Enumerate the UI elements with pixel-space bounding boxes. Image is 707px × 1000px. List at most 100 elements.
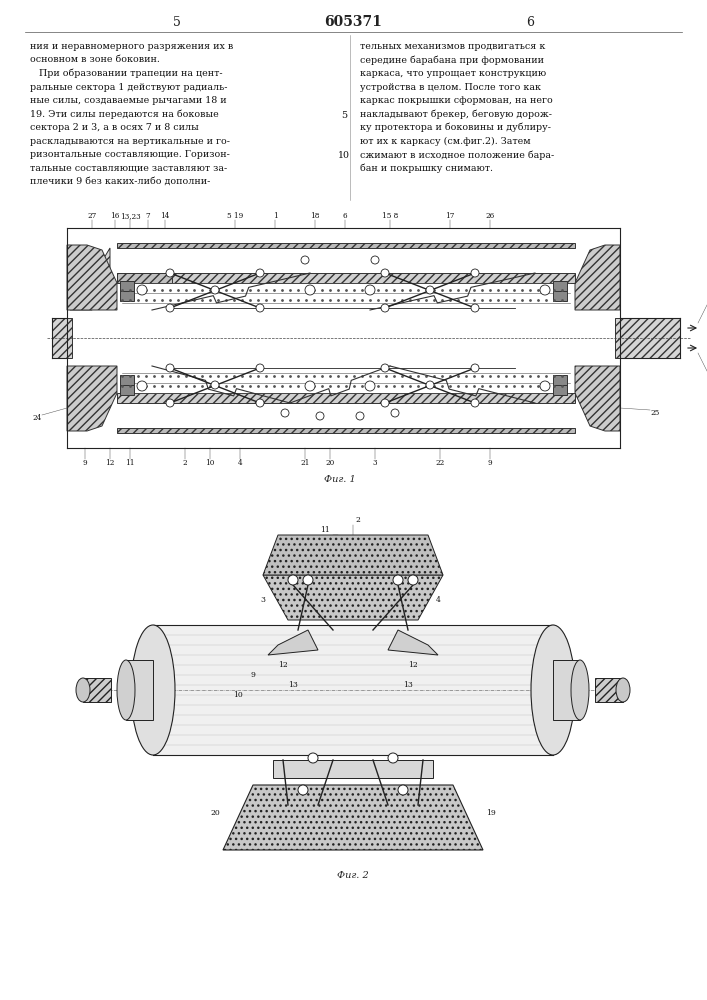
- Text: 18: 18: [310, 212, 320, 220]
- Polygon shape: [120, 281, 134, 291]
- Polygon shape: [553, 375, 567, 385]
- Text: 9: 9: [250, 671, 255, 679]
- Circle shape: [137, 381, 147, 391]
- Text: бан и покрышку снимают.: бан и покрышку снимают.: [360, 163, 493, 173]
- Text: 6: 6: [343, 212, 347, 220]
- Polygon shape: [52, 318, 72, 358]
- Circle shape: [308, 753, 318, 763]
- Circle shape: [211, 381, 219, 389]
- Circle shape: [256, 399, 264, 407]
- Polygon shape: [263, 575, 443, 620]
- Circle shape: [137, 285, 147, 295]
- Text: 10: 10: [338, 151, 350, 160]
- Circle shape: [426, 381, 434, 389]
- Circle shape: [305, 285, 315, 295]
- Circle shape: [256, 364, 264, 372]
- Text: 25: 25: [650, 409, 660, 417]
- Polygon shape: [117, 428, 575, 433]
- Polygon shape: [120, 291, 134, 301]
- Text: середине барабана при формовании: середине барабана при формовании: [360, 55, 544, 65]
- Text: 9: 9: [83, 459, 87, 467]
- Circle shape: [381, 399, 389, 407]
- Text: тальные составляющие заставляют за-: тальные составляющие заставляют за-: [30, 163, 227, 172]
- Bar: [30, 210, 677, 470]
- Text: 5 19: 5 19: [227, 212, 243, 220]
- Text: 16: 16: [110, 212, 119, 220]
- Text: 3: 3: [260, 596, 266, 604]
- Circle shape: [388, 753, 398, 763]
- Circle shape: [471, 269, 479, 277]
- Circle shape: [356, 412, 364, 420]
- Text: 3: 3: [373, 459, 378, 467]
- Polygon shape: [223, 785, 483, 850]
- Polygon shape: [67, 245, 117, 310]
- Circle shape: [166, 399, 174, 407]
- Polygon shape: [575, 245, 620, 310]
- Text: 13: 13: [288, 681, 298, 689]
- Circle shape: [471, 304, 479, 312]
- Ellipse shape: [131, 625, 175, 755]
- Polygon shape: [117, 243, 575, 248]
- Polygon shape: [553, 660, 580, 720]
- Circle shape: [471, 364, 479, 372]
- Circle shape: [540, 381, 550, 391]
- Ellipse shape: [531, 625, 575, 755]
- Text: сектора 2 и 3, а в осях 7 и 8 силы: сектора 2 и 3, а в осях 7 и 8 силы: [30, 123, 199, 132]
- Text: устройства в целом. После того как: устройства в целом. После того как: [360, 83, 541, 92]
- Text: 4: 4: [238, 459, 243, 467]
- Text: 10: 10: [205, 459, 215, 467]
- Text: тельных механизмов продвигаться к: тельных механизмов продвигаться к: [360, 42, 545, 51]
- Polygon shape: [70, 248, 110, 310]
- Text: 20: 20: [325, 459, 334, 467]
- Polygon shape: [553, 385, 567, 395]
- Text: 13: 13: [403, 681, 413, 689]
- Text: каркаса, что упрощает конструкцию: каркаса, что упрощает конструкцию: [360, 69, 546, 78]
- Text: 12: 12: [408, 661, 418, 669]
- Circle shape: [398, 785, 408, 795]
- Text: 1: 1: [273, 212, 277, 220]
- Text: ральные сектора 1 действуют радиаль-: ральные сектора 1 действуют радиаль-: [30, 83, 228, 92]
- Circle shape: [540, 285, 550, 295]
- Text: 6: 6: [526, 15, 534, 28]
- Text: сжимают в исходное положение бара-: сжимают в исходное положение бара-: [360, 150, 554, 159]
- Circle shape: [371, 256, 379, 264]
- Ellipse shape: [117, 660, 135, 720]
- Text: 2: 2: [182, 459, 187, 467]
- Text: ку протектора и боковины и дублиру-: ку протектора и боковины и дублиру-: [360, 123, 551, 132]
- Circle shape: [256, 269, 264, 277]
- Text: 17: 17: [445, 212, 455, 220]
- Polygon shape: [553, 291, 567, 301]
- Polygon shape: [67, 366, 117, 431]
- Circle shape: [391, 409, 399, 417]
- Text: ют их к каркасу (см.фиг.2). Затем: ют их к каркасу (см.фиг.2). Затем: [360, 136, 531, 146]
- Polygon shape: [126, 660, 153, 720]
- Polygon shape: [273, 760, 433, 778]
- Polygon shape: [595, 678, 623, 702]
- Text: 24: 24: [33, 414, 42, 422]
- Circle shape: [471, 399, 479, 407]
- Text: накладывают брекер, беговую дорож-: накладывают брекер, беговую дорож-: [360, 109, 552, 119]
- Polygon shape: [120, 375, 134, 385]
- Polygon shape: [117, 393, 575, 403]
- Circle shape: [381, 304, 389, 312]
- Circle shape: [298, 785, 308, 795]
- Text: 19. Эти силы передаются на боковые: 19. Эти силы передаются на боковые: [30, 109, 218, 119]
- Text: 20: 20: [210, 809, 220, 817]
- Text: 26: 26: [486, 212, 495, 220]
- Text: 21: 21: [300, 459, 310, 467]
- Text: 19: 19: [486, 809, 496, 817]
- Circle shape: [211, 286, 219, 294]
- Polygon shape: [575, 366, 620, 431]
- Polygon shape: [388, 630, 438, 655]
- Polygon shape: [153, 625, 553, 755]
- Text: При образовании трапеции на цент-: При образовании трапеции на цент-: [30, 69, 223, 79]
- Text: 13,23: 13,23: [119, 212, 140, 220]
- Circle shape: [305, 381, 315, 391]
- Text: ные силы, создаваемые рычагами 18 и: ные силы, создаваемые рычагами 18 и: [30, 96, 227, 105]
- Circle shape: [393, 575, 403, 585]
- Bar: [30, 490, 677, 870]
- Circle shape: [381, 269, 389, 277]
- Circle shape: [316, 412, 324, 420]
- Polygon shape: [117, 273, 575, 283]
- Polygon shape: [263, 535, 443, 575]
